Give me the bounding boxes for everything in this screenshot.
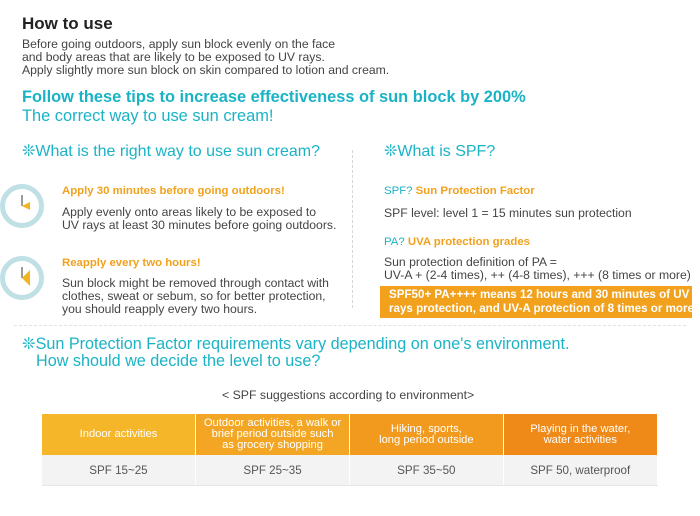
pa-body-line: UV-A + (2-4 times), ++ (4-8 times), +++ …	[384, 268, 691, 282]
table-header-cell: Playing in the water, water activities	[503, 414, 659, 455]
header-line: brief period outside such	[211, 428, 334, 440]
table-row: SPF 15~25 SPF 25~35 SPF 35~50 SPF 50, wa…	[42, 455, 659, 486]
header-line: Playing in the water,	[530, 422, 631, 435]
pa-body: Sun protection definition of PA = UV-A +…	[384, 256, 691, 282]
header-line: Indoor activities	[79, 428, 158, 440]
spf-section-heading: ❊What is SPF?	[384, 143, 496, 160]
pa-definition: PA? UVA protection grades	[384, 236, 530, 248]
table-cell: SPF 15~25	[42, 455, 196, 486]
table-header-cell: Indoor activities	[42, 414, 196, 455]
tip-body-line: Apply evenly onto areas likely to be exp…	[62, 205, 317, 219]
table-caption: < SPF suggestions according to environme…	[222, 388, 475, 402]
highlight-line: SPF50+ PA++++ means 12 hours and 30 minu…	[389, 288, 690, 301]
spf-level-text: SPF level: level 1 = 15 minutes sun prot…	[384, 206, 632, 220]
tip-body: Apply evenly onto areas likely to be exp…	[62, 206, 336, 232]
table-cell: SPF 25~35	[195, 455, 351, 486]
header-line: Hiking, sports,	[390, 422, 462, 435]
tips-subheadline: The correct way to use sun cream!	[22, 107, 274, 125]
table-cell: SPF 35~50	[349, 455, 504, 486]
pa-question: PA?	[384, 236, 405, 248]
header-line: as grocery shopping	[222, 439, 323, 451]
tip-body-line: Sun block might be removed through conta…	[62, 276, 329, 290]
intro-text: Before going outdoors, apply sun block e…	[22, 38, 389, 77]
section-divider	[14, 325, 686, 326]
tip-body-line: you should reapply every two hours.	[62, 302, 258, 316]
header-line: long period outside	[379, 433, 474, 446]
column-divider	[352, 150, 353, 308]
table-header-cell: Hiking, sports, long period outside	[349, 414, 504, 455]
spf-suggestion-table: Indoor activities Outdoor activities, a …	[42, 414, 659, 486]
clock-icon	[0, 184, 44, 228]
tip-body-line: clothes, sweat or sebum, so for better p…	[62, 289, 326, 303]
table-header-row: Indoor activities Outdoor activities, a …	[42, 414, 659, 455]
tips-headline: Follow these tips to increase effectiven…	[22, 88, 526, 106]
intro-line: and body areas that are likely to be exp…	[22, 50, 325, 64]
pa-name: UVA protection grades	[407, 236, 531, 248]
intro-line: Apply slightly more sun block on skin co…	[22, 63, 390, 77]
spf-definition: SPF? Sun Protection Factor	[384, 185, 535, 197]
tip-body: Sun block might be removed through conta…	[62, 277, 329, 316]
tip-title: Reapply every two hours!	[62, 257, 201, 269]
table-header-cell: Outdoor activities, a walk or brief peri…	[195, 414, 351, 455]
environment-heading: ❊Sun Protection Factor requirements vary…	[22, 335, 570, 353]
header-line: water activities	[543, 433, 617, 446]
table-cell: SPF 50, waterproof	[503, 455, 659, 486]
pa-body-line: Sun protection definition of PA =	[384, 255, 557, 269]
tip-title: Apply 30 minutes before going outdoors!	[62, 185, 285, 197]
clock-icon	[0, 256, 44, 300]
intro-line: Before going outdoors, apply sun block e…	[22, 37, 336, 51]
environment-subheading: How should we decide the level to use?	[36, 352, 321, 370]
highlight-line: rays protection, and UV-A protection of …	[389, 302, 698, 315]
spf-question: SPF?	[384, 185, 413, 197]
tip-body-line: UV rays at least 30 minutes before going…	[62, 218, 337, 232]
spf-highlight-box: SPF50+ PA++++ means 12 hours and 30 minu…	[380, 286, 698, 318]
spf-name: Sun Protection Factor	[415, 185, 535, 197]
page-title: How to use	[22, 14, 113, 33]
usage-section-heading: ❊What is the right way to use sun cream?	[22, 143, 320, 160]
header-line: Outdoor activities, a walk or	[203, 417, 342, 429]
